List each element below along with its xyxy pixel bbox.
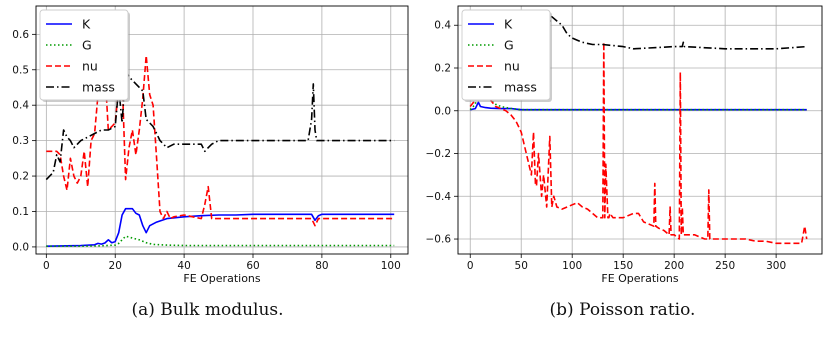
y-tick-label: 0.1 [12, 206, 29, 218]
x-tick-label: 150 [613, 260, 633, 272]
legend-box [461, 9, 551, 101]
y-tick-label: 0.5 [12, 64, 29, 76]
x-tick-label: 250 [715, 260, 735, 272]
plot-frame [35, 5, 409, 255]
legend-label-G: G [82, 38, 92, 53]
chart-panel-bulk-modulus: 0 20 40 60 80 100 0.0 0.1 0.2 0.3 0.4 0.5 0.6 FE Oper… [12, 5, 409, 320]
y-tick-label: −0.2 [426, 148, 452, 160]
y-tick-label: 0.0 [434, 105, 451, 117]
x-tick-label: 100 [381, 260, 401, 272]
series-line-mass [45, 69, 395, 181]
legend-label-K: K [504, 17, 513, 32]
x-tick-label: 80 [315, 260, 328, 272]
x-tick-label: 0 [43, 260, 50, 272]
series-line-nu [46, 54, 395, 227]
x-tick-label: 100 [562, 260, 582, 272]
y-tick-label: 0.2 [12, 171, 29, 183]
chart-bulk-modulus: 0 20 40 60 80 100 0.0 0.1 0.2 0.3 0.4 0.5 0.6 FE Oper… [12, 5, 409, 285]
legend-label-nu: nu [82, 59, 98, 74]
y-tick-label: 0.0 [12, 241, 29, 253]
y-tick-label: −0.4 [426, 191, 452, 203]
chart-poisson-ratio: 0 50 100 150 200 250 300 −0.6 −0.4 −0.2 0.0 0.2 0.4 F… [426, 5, 823, 285]
legend-box [39, 9, 129, 101]
legend-label-nu: nu [504, 59, 520, 74]
legend-label-mass: mass [504, 80, 537, 95]
y-tick-label: −0.6 [426, 234, 452, 246]
x-tick-label: 200 [664, 260, 684, 272]
y-tick-label: 0.4 [12, 100, 29, 112]
series-line-nu [469, 41, 808, 245]
x-tick-label: 50 [515, 260, 528, 272]
legend-label-G: G [504, 38, 514, 53]
legend-label-mass: mass [82, 80, 115, 95]
y-tick-label: 0.6 [12, 29, 29, 41]
y-tick-label: 0.4 [434, 20, 451, 32]
x-tick-label: 60 [246, 260, 259, 272]
caption-poisson-ratio: (b) Poisson ratio. [549, 300, 696, 320]
x-axis-label: FE Operations [601, 272, 679, 285]
y-tick-label: 0.3 [12, 135, 29, 147]
series-line-K [46, 207, 395, 247]
series-line-G [46, 235, 395, 247]
x-tick-label: 20 [109, 260, 122, 272]
x-axis-label: FE Operations [183, 272, 261, 285]
legend-label-K: K [82, 17, 91, 32]
y-tick-label: 0.2 [434, 63, 451, 75]
plot-frame [457, 5, 823, 255]
x-tick-label: 0 [467, 260, 474, 272]
x-tick-label: 40 [177, 260, 190, 272]
chart-panel-poisson-ratio: 0 50 100 150 200 250 300 −0.6 −0.4 −0.2 0.0 0.2 0.4 F… [415, 0, 830, 340]
x-tick-label: 300 [766, 260, 786, 272]
caption-bulk-modulus: (a) Bulk modulus. [131, 300, 284, 320]
